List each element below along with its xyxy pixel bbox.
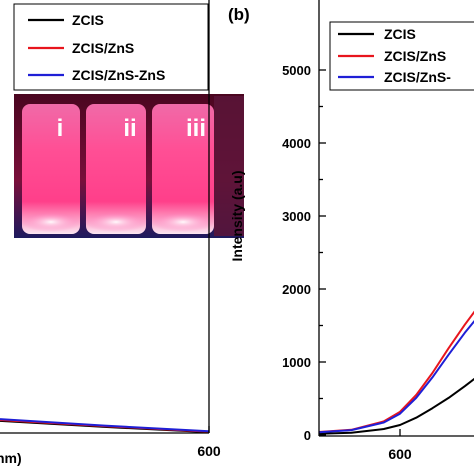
panel-b: (b) Intensity (a.u) 0 1000 2000 3000 400… [228, 0, 474, 462]
panel-a-legend: ZCIS ZCIS/ZnS ZCIS/ZnS-ZnS [13, 3, 209, 91]
panel-b-x-tick-label-600: 600 [388, 446, 412, 462]
panel-a-x-tick-label-600: 600 [197, 443, 221, 459]
panel-b-legend: ZCIS ZCIS/ZnS ZCIS/ZnS- [329, 21, 474, 91]
legend-b-label-zcis-zns-zns: ZCIS/ZnS- [384, 69, 451, 85]
legend-b-label-zcis-zns: ZCIS/ZnS [384, 48, 446, 64]
vial-label-i: i [57, 115, 64, 142]
vial-i [21, 104, 81, 234]
y-tick-label-2000: 2000 [282, 282, 311, 297]
y-tick-label-0: 0 [304, 428, 311, 443]
vial-photo-inset: i ii iii [14, 94, 244, 238]
legend-label-zcis-zns-zns: ZCIS/ZnS-ZnS [72, 67, 165, 83]
y-tick-label-1000: 1000 [282, 355, 311, 370]
panel-a: i ii iii ZCIS ZCIS/ZnS ZCIS/ZnS-ZnS 600 … [0, 0, 244, 466]
panel-a-x-axis-label: nm) [0, 450, 22, 466]
panel-b-series-line-2 [318, 319, 474, 434]
panel-b-series-line-0 [318, 377, 474, 435]
legend-b-label-zcis: ZCIS [384, 26, 416, 42]
panel-b-y-axis-label: Intensity (a.u) [229, 170, 245, 261]
y-tick-label-3000: 3000 [282, 209, 311, 224]
y-tick-label-4000: 4000 [282, 136, 311, 151]
panel-b-y-tick-marks [319, 69, 326, 436]
vial-label-ii: ii [123, 115, 136, 142]
y-tick-label-5000: 5000 [282, 63, 311, 78]
vial-iii [151, 104, 215, 234]
legend-label-zcis-zns: ZCIS/ZnS [72, 40, 134, 56]
panel-b-y-ticks: 0 1000 2000 3000 4000 5000 [282, 63, 311, 443]
panel-b-label: (b) [228, 5, 250, 24]
panel-a-series [0, 418, 210, 434]
legend-label-zcis: ZCIS [72, 12, 104, 28]
panel-b-series [318, 310, 474, 435]
panel-a-series-line-2 [0, 418, 210, 433]
vial-ii [84, 104, 148, 234]
vial-label-iii: iii [186, 115, 206, 142]
panel-b-series-line-1 [318, 310, 474, 433]
